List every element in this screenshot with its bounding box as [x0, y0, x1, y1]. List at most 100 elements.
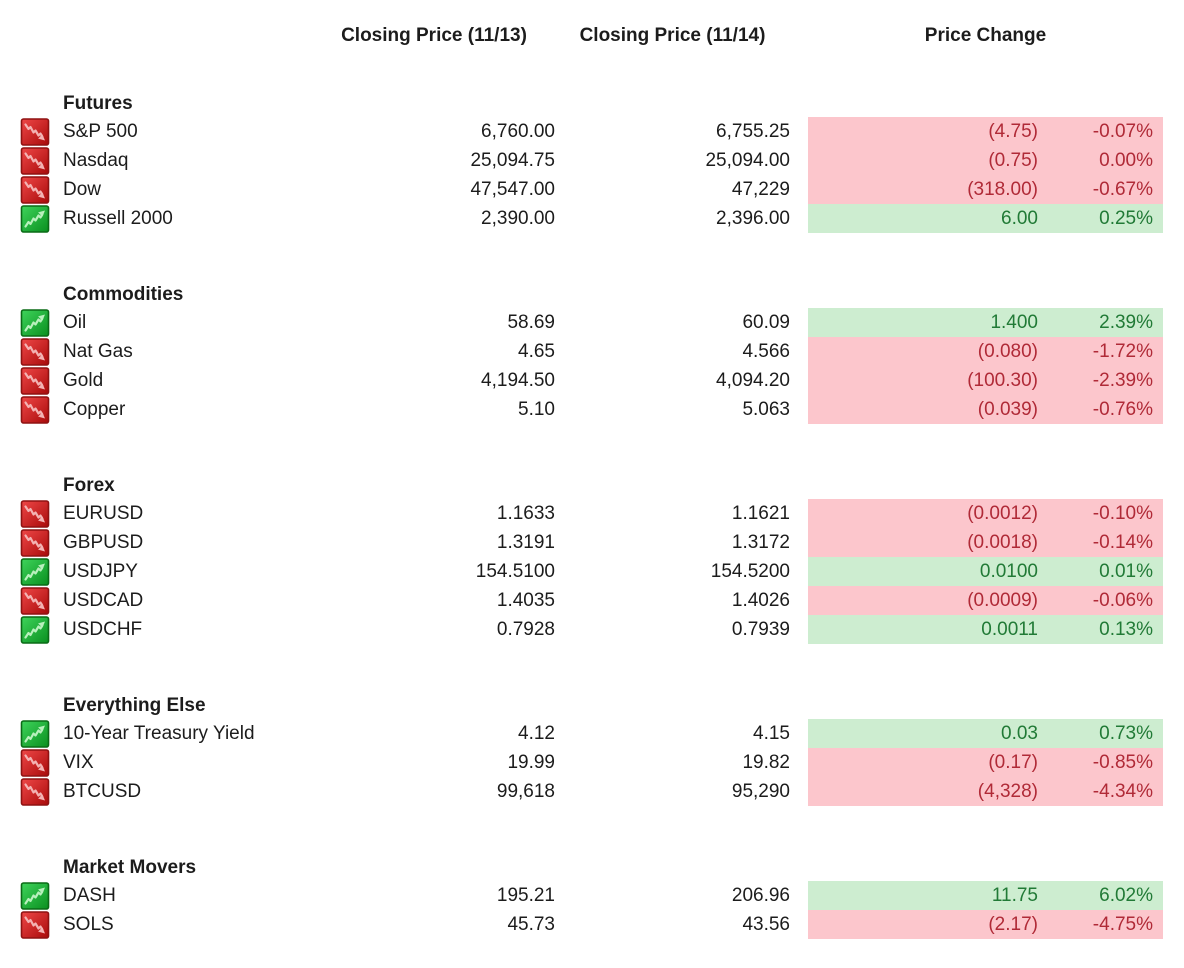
price-change-value: 1.400 [990, 311, 1038, 333]
trend-up-icon [20, 719, 50, 748]
section-title: Commodities [63, 283, 184, 305]
trend-up-icon [20, 204, 50, 233]
table-row: DASH 195.21 206.96 11.75 6.02% [0, 881, 1184, 910]
instrument-name: Nat Gas [63, 340, 133, 362]
table-row: EURUSD 1.1633 1.1621 (0.0012) -0.10% [0, 499, 1184, 528]
trend-down-icon [20, 528, 50, 557]
price-change-cell: 0.03 0.73% [808, 719, 1163, 748]
trend-up-icon [20, 308, 50, 337]
closing-price-1113-value: 4.65 [518, 340, 555, 362]
instrument-name: Nasdaq [63, 149, 129, 171]
price-change-value: (0.0012) [967, 502, 1038, 524]
instrument-name: GBPUSD [63, 531, 144, 553]
closing-price-1114-value: 25,094.00 [705, 149, 790, 171]
price-change-cell: (4.75) -0.07% [808, 117, 1163, 146]
closing-price-1113-value: 19.99 [507, 751, 555, 773]
price-change-cell: 11.75 6.02% [808, 881, 1163, 910]
price-change-percent: -0.14% [1092, 531, 1153, 553]
table-row: 10-Year Treasury Yield 4.12 4.15 0.03 0.… [0, 719, 1184, 748]
market-table-body: Futures S&P 500 6,760.00 6,755.25 (4.75)… [0, 90, 1184, 939]
instrument-name: Russell 2000 [63, 207, 173, 229]
trend-icon-cell [0, 881, 63, 910]
table-row: Russell 2000 2,390.00 2,396.00 6.00 0.25… [0, 204, 1184, 233]
trend-down-icon [20, 586, 50, 615]
price-change-percent: 0.73% [1099, 722, 1153, 744]
price-change-percent: 2.39% [1099, 311, 1153, 333]
closing-price-1114-value: 43.56 [742, 913, 790, 935]
price-change-cell: 0.0100 0.01% [808, 557, 1163, 586]
closing-price-1113-value: 0.7928 [496, 618, 555, 640]
trend-icon-cell [0, 175, 63, 204]
trend-icon-cell [0, 586, 63, 615]
closing-price-1114-value: 1.3172 [731, 531, 790, 553]
table-row: Dow 47,547.00 47,229 (318.00) -0.67% [0, 175, 1184, 204]
closing-price-1114-value: 60.09 [742, 311, 790, 333]
closing-price-1114-value: 1.4026 [731, 589, 790, 611]
trend-down-icon [20, 337, 50, 366]
trend-icon-cell [0, 615, 63, 644]
price-change-percent: -0.06% [1092, 589, 1153, 611]
trend-icon-cell [0, 395, 63, 424]
trend-icon-cell [0, 719, 63, 748]
closing-price-1113-value: 45.73 [507, 913, 555, 935]
table-row: Copper 5.10 5.063 (0.039) -0.76% [0, 395, 1184, 424]
price-change-percent: 0.25% [1099, 207, 1153, 229]
table-row: USDJPY 154.5100 154.5200 0.0100 0.01% [0, 557, 1184, 586]
section-title: Futures [63, 92, 133, 114]
price-change-percent: -0.85% [1092, 751, 1153, 773]
trend-down-icon [20, 175, 50, 204]
price-change-percent: -0.07% [1092, 120, 1153, 142]
price-change-cell: (0.0009) -0.06% [808, 586, 1163, 615]
instrument-name: EURUSD [63, 502, 144, 524]
price-change-cell: (0.0018) -0.14% [808, 528, 1163, 557]
closing-price-1114-value: 6,755.25 [716, 120, 790, 142]
closing-price-1114-value: 47,229 [731, 178, 790, 200]
header-price-change: Price Change [924, 25, 1047, 46]
closing-price-1113-value: 5.10 [518, 398, 555, 420]
instrument-name: SOLS [63, 913, 114, 935]
instrument-name: USDJPY [63, 560, 138, 582]
trend-down-icon [20, 777, 50, 806]
table-row: S&P 500 6,760.00 6,755.25 (4.75) -0.07% [0, 117, 1184, 146]
closing-price-1114-value: 4,094.20 [716, 369, 790, 391]
closing-price-1114-value: 154.5200 [710, 560, 790, 582]
price-change-cell: (0.0012) -0.10% [808, 499, 1163, 528]
closing-price-1113-value: 25,094.75 [470, 149, 555, 171]
price-change-cell: (0.17) -0.85% [808, 748, 1163, 777]
table-row: VIX 19.99 19.82 (0.17) -0.85% [0, 748, 1184, 777]
closing-price-1113-value: 4,194.50 [481, 369, 555, 391]
trend-icon-cell [0, 777, 63, 806]
trend-up-icon [20, 881, 50, 910]
table-row: GBPUSD 1.3191 1.3172 (0.0018) -0.14% [0, 528, 1184, 557]
trend-icon-cell [0, 557, 63, 586]
section-title: Market Movers [63, 856, 197, 878]
price-change-value: (2.17) [988, 913, 1038, 935]
price-change-percent: -4.75% [1092, 913, 1153, 935]
price-change-value: (4,328) [977, 780, 1038, 802]
price-change-percent: 0.00% [1099, 149, 1153, 171]
closing-price-1114-value: 4.15 [753, 722, 790, 744]
price-change-percent: -0.76% [1092, 398, 1153, 420]
table-section: Commodities Oil 58.69 60.09 1.400 2.39% [0, 281, 1184, 424]
header-closing-price-1114: Closing Price (11/14) [579, 25, 766, 46]
table-row: USDCHF 0.7928 0.7939 0.0011 0.13% [0, 615, 1184, 644]
trend-down-icon [20, 117, 50, 146]
price-change-value: (0.0018) [967, 531, 1038, 553]
price-change-percent: 0.01% [1099, 560, 1153, 582]
market-summary-sheet: Closing Price (11/13) Closing Price (11/… [0, 25, 1184, 939]
trend-up-icon [20, 615, 50, 644]
closing-price-1113-value: 47,547.00 [470, 178, 555, 200]
price-change-value: (0.0009) [967, 589, 1038, 611]
price-change-value: (100.30) [967, 369, 1038, 391]
instrument-name: S&P 500 [63, 120, 138, 142]
instrument-name: USDCHF [63, 618, 143, 640]
trend-icon-cell [0, 117, 63, 146]
closing-price-1113-value: 4.12 [518, 722, 555, 744]
price-change-cell: 1.400 2.39% [808, 308, 1163, 337]
table-row: Gold 4,194.50 4,094.20 (100.30) -2.39% [0, 366, 1184, 395]
header-closing-price-1113: Closing Price (11/13) [341, 25, 527, 46]
trend-icon-cell [0, 366, 63, 395]
closing-price-1114-value: 2,396.00 [716, 207, 790, 229]
table-row: Nat Gas 4.65 4.566 (0.080) -1.72% [0, 337, 1184, 366]
closing-price-1114-value: 1.1621 [731, 502, 790, 524]
